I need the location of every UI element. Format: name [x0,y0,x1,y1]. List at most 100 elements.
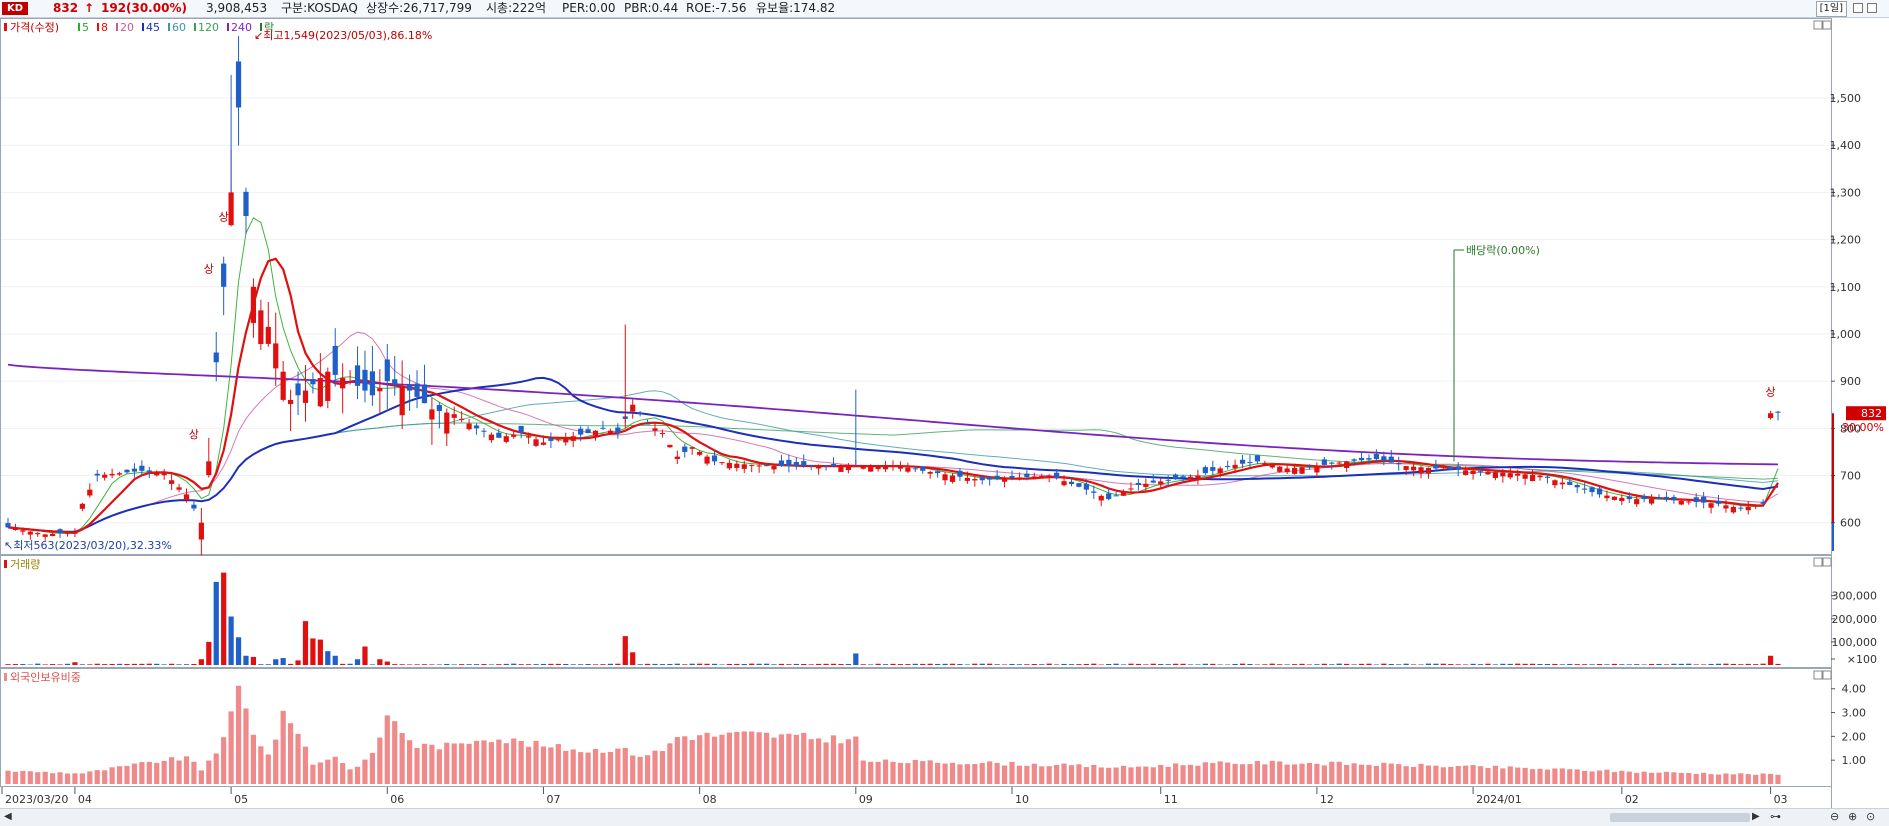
scroll-left-icon[interactable]: ◀ [4,811,12,822]
candle-body [183,494,190,501]
candle-body [1626,496,1632,500]
candle-body [726,462,732,469]
foreign-ratio-bar [1239,764,1246,784]
foreign-ratio-bar [845,739,851,784]
foreign-ratio-bar [1596,770,1603,784]
period-button[interactable]: [1일] [1815,1,1847,17]
volume-bar [1634,664,1640,665]
candle-body [1277,466,1283,472]
candle-body [719,462,725,464]
volume-bar [1701,664,1707,665]
candle-body [897,466,904,469]
volume-bar [1671,663,1677,665]
volume-bar [1775,663,1781,665]
stock-code-badge[interactable]: KD [2,2,29,15]
candle-body [1492,472,1498,478]
volume-bar [1277,664,1283,665]
volume-bar [801,663,807,665]
zoom-out-icon[interactable]: ⊖ [1830,810,1840,823]
foreign-ratio-bar [630,755,636,784]
foreign-ratio-bar [191,761,197,784]
foreign-ratio-bar [890,761,896,784]
foreign-ratio-bar [347,769,353,784]
scroll-right-icon[interactable]: ▶ [1752,811,1760,822]
pane-close-icon[interactable] [1822,557,1832,567]
candle-body [1202,467,1208,474]
maximize-icon[interactable] [1867,3,1877,13]
volume-bar [161,664,167,665]
candle-body [20,530,26,532]
volume-bar [1648,663,1655,665]
legend-marker [168,23,170,31]
candle-body [689,447,695,449]
foreign-ratio-bar [1262,764,1268,784]
candle-body [994,475,1000,480]
candle-body [340,378,346,389]
foreign-ratio-bar [421,743,428,784]
pane-minimize-icon[interactable] [1813,20,1823,30]
volume-bar [64,663,71,665]
candle-body [1158,481,1164,485]
foreign-tick-label: 1.00 [1842,754,1867,767]
candle-body [1180,476,1186,478]
candle-body [213,352,219,363]
candle-body [64,532,71,534]
candle-body [1388,456,1394,463]
foreign-ratio-bar [987,761,993,784]
foreign-ratio-bar [957,764,963,784]
foreign-ratio-bar [1254,760,1261,784]
pane-close-icon[interactable] [1822,20,1832,30]
volume-bar [704,663,710,665]
candle-body [1009,476,1015,478]
candle-body [1544,476,1551,478]
foreign-ratio-bar [1336,761,1342,784]
candle-body [57,529,63,534]
foreign-ratio-bar [1225,762,1231,784]
zoom-reset-icon[interactable]: ⊙ [1866,810,1876,823]
pane-minimize-icon[interactable] [1813,670,1823,680]
pane-close-icon[interactable] [1822,670,1832,680]
stock-chart[interactable]: 600 700 800 900 1,000 1,100 1,200 1,300 1,400 1,5… [0,18,1889,808]
candle-body [1173,474,1179,480]
candle-body [704,456,710,464]
candle-body [882,466,889,470]
volume-bar [823,663,829,665]
candle-body [27,531,33,535]
volume-bar [169,663,175,665]
range-slider-icon[interactable]: ⊶ [1770,810,1781,823]
foreign-ratio-bar [473,740,480,784]
volume-bar [935,663,941,665]
volume-bar [860,664,866,665]
candle-body [362,369,368,391]
candle-body [1001,478,1008,482]
legend-item: 8 [101,21,108,34]
candle-body [615,427,621,434]
volume-bar [1210,663,1216,665]
candle-body [1596,488,1603,495]
candle-body [853,466,859,468]
pane-minimize-icon[interactable] [1813,557,1823,567]
horizontal-scrollbar[interactable]: ◀ ▶ ⊶ ⊖ ⊕ ⊙ [0,808,1889,826]
scroll-thumb[interactable] [1610,813,1750,822]
foreign-ratio-bar [1269,760,1275,784]
volume-bar [1708,663,1714,665]
volume-bar [957,664,963,665]
candle-body [87,489,93,496]
candle-body [1262,463,1268,465]
volume-bar [890,663,896,665]
foreign-ratio-bar [503,743,509,784]
candle-body [459,418,465,420]
foreign-ratio-bar [659,750,666,784]
foreign-ratio-bar [1046,766,1052,784]
volume-bar [139,663,145,665]
candle-body [600,427,606,429]
volume-bar [518,664,524,665]
zoom-in-icon[interactable]: ⊕ [1848,810,1858,823]
candle-body [481,430,487,432]
volume-bar [1678,663,1684,665]
candle-body [116,473,123,475]
candle-body [1336,462,1342,464]
minimize-icon[interactable] [1853,3,1863,13]
market-cap: 시총:222억 [486,1,547,15]
candle-body [377,388,383,392]
